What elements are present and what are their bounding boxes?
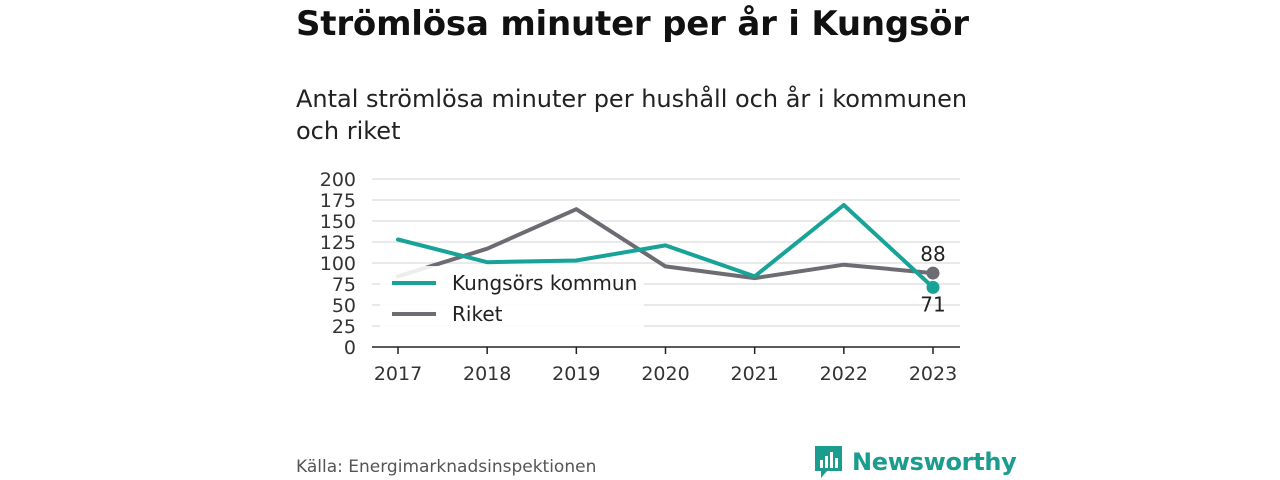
x-axis-ticks: 2017 2018 2019 2020 2021 2022 2023 bbox=[374, 347, 957, 385]
series-line-kungsor bbox=[396, 203, 935, 290]
newsworthy-logo-icon bbox=[815, 446, 842, 478]
end-label-kungsor: 71 bbox=[920, 292, 945, 316]
y-tick-label: 200 bbox=[320, 169, 356, 191]
y-tick-label: 125 bbox=[320, 232, 356, 254]
series-line-riket bbox=[396, 207, 935, 281]
x-tick-label: 2017 bbox=[374, 363, 422, 385]
series-lines bbox=[396, 203, 935, 290]
x-tick-label: 2022 bbox=[820, 363, 868, 385]
x-tick-label: 2019 bbox=[552, 363, 600, 385]
y-tick-label: 175 bbox=[320, 190, 356, 212]
legend-label: Kungsörs kommun bbox=[452, 271, 637, 295]
chart-title: Strömlösa minuter per år i Kungsör bbox=[296, 4, 969, 44]
endpoint-riket bbox=[926, 266, 940, 280]
endpoint-kungsor bbox=[926, 280, 940, 294]
x-tick-label: 2021 bbox=[730, 363, 778, 385]
x-tick-label: 2018 bbox=[463, 363, 511, 385]
y-tick-label: 75 bbox=[332, 274, 356, 296]
y-tick-label: 100 bbox=[320, 253, 356, 275]
y-tick-label: 150 bbox=[320, 211, 356, 233]
chart-subtitle: Antal strömlösa minuter per hushåll och … bbox=[296, 85, 968, 145]
x-tick-label: 2023 bbox=[909, 363, 957, 385]
legend-background bbox=[380, 266, 644, 328]
y-tick-label: 25 bbox=[332, 316, 356, 338]
source-note: Källa: Energimarknadsinspektionen bbox=[296, 457, 597, 477]
x-tick-label: 2020 bbox=[641, 363, 689, 385]
end-points: 88 71 bbox=[920, 242, 945, 316]
y-tick-label: 0 bbox=[344, 337, 356, 359]
y-tick-label: 50 bbox=[332, 295, 356, 317]
brand-logo: Newsworthy bbox=[815, 446, 1017, 478]
legend-label: Riket bbox=[452, 302, 503, 326]
legend: Kungsörs kommun Riket bbox=[380, 266, 644, 328]
end-label-riket: 88 bbox=[920, 242, 945, 266]
brand-name: Newsworthy bbox=[852, 448, 1017, 476]
